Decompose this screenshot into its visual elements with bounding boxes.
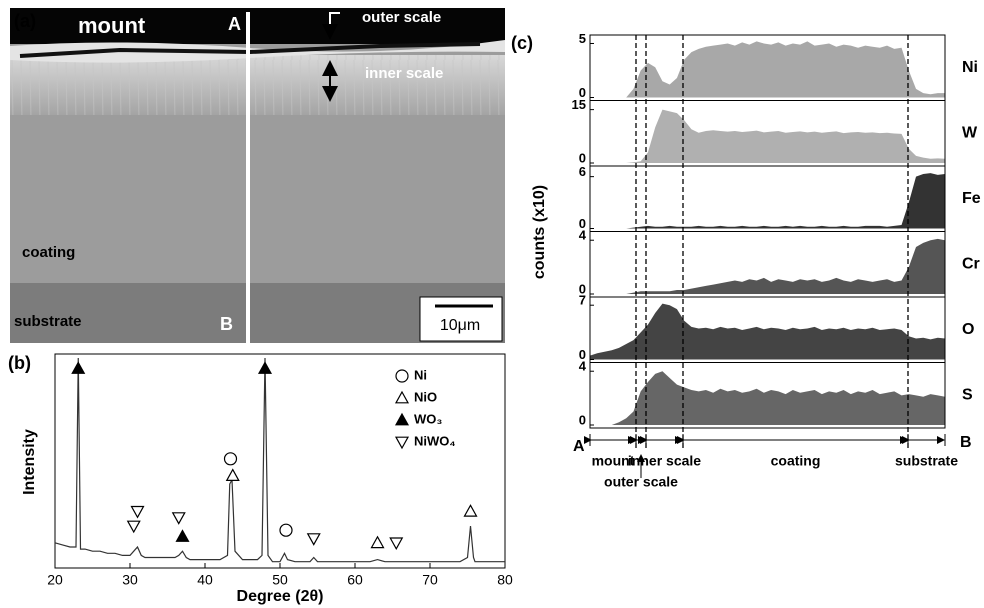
marker <box>171 512 186 525</box>
x-tick-label: 30 <box>122 572 138 588</box>
marker <box>389 537 404 551</box>
profile <box>590 371 945 425</box>
y-tick-label: 0 <box>579 347 586 362</box>
point-label: B <box>220 314 233 334</box>
marker <box>223 452 238 466</box>
legend-label: NiO <box>414 389 437 404</box>
x-tick-label: 40 <box>197 572 213 588</box>
region-label: inner scale <box>628 453 701 469</box>
legend-symbol <box>395 369 409 383</box>
y-tick-label: 7 <box>579 293 586 308</box>
legend-label: WO₃ <box>414 411 442 426</box>
profile <box>590 173 945 229</box>
marker <box>370 535 385 549</box>
spectrum <box>54 357 505 563</box>
y-tick-label: 6 <box>579 164 586 179</box>
point-label: A <box>573 438 585 455</box>
legend-symbol <box>394 390 410 404</box>
y-tick-label: 5 <box>579 31 586 46</box>
profile <box>590 41 945 98</box>
marker <box>130 505 145 519</box>
point-label: B <box>960 434 972 451</box>
region-label: substrate <box>895 453 958 469</box>
x-tick-label: 80 <box>497 572 513 588</box>
region-label: coating <box>771 453 821 469</box>
substrate-label: substrate <box>14 313 82 330</box>
y-tick-label: 15 <box>572 97 586 112</box>
x-axis-label: Degree (2θ) <box>237 588 324 605</box>
profile <box>590 109 945 163</box>
plot-frame <box>54 353 506 569</box>
y-tick-label: 4 <box>579 359 587 374</box>
outer-arrow <box>322 12 340 40</box>
region-label: outer scale <box>604 474 678 490</box>
point-label: A <box>228 14 241 34</box>
legend-symbol <box>394 436 410 450</box>
y-tick-label: 4 <box>579 228 587 243</box>
profile <box>590 238 945 294</box>
legend-label: Ni <box>414 367 427 382</box>
marker <box>279 523 293 537</box>
marker <box>71 361 86 374</box>
y-axis-label: Intensity <box>21 429 38 495</box>
element-label: Fe <box>962 190 981 207</box>
y-tick-label: 0 <box>579 150 586 165</box>
legend-label: NiWO₄ <box>414 433 456 448</box>
legend-symbol <box>394 412 410 426</box>
panel-label: (a) <box>14 11 36 31</box>
y-tick-label: 0 <box>579 216 586 231</box>
scale-bar-label: 10μm <box>440 317 480 334</box>
x-tick-label: 20 <box>47 572 63 588</box>
micrograph: (a) mount A outer scale inner scale coat… <box>10 8 505 343</box>
y-tick-label: 0 <box>579 281 586 296</box>
marker <box>306 533 321 546</box>
mount-region <box>10 8 505 44</box>
panel-label: (b) <box>8 353 31 373</box>
element-label: S <box>962 386 973 403</box>
element-label: O <box>962 321 974 338</box>
marker <box>175 529 190 542</box>
marker <box>126 520 141 534</box>
y-tick-label: 0 <box>579 412 586 427</box>
x-tick-label: 50 <box>272 572 288 588</box>
outer-scale-label: outer scale <box>362 9 441 26</box>
element-label: Ni <box>962 59 978 76</box>
panel-frame <box>589 165 946 232</box>
coating-label: coating <box>22 244 75 261</box>
inner-texture <box>10 55 505 115</box>
profile <box>590 303 945 360</box>
x-tick-label: 60 <box>347 572 363 588</box>
element-label: W <box>962 124 978 141</box>
mount-label: mount <box>78 13 146 38</box>
x-tick-label: 70 <box>422 572 438 588</box>
panel-label: (c) <box>511 33 533 53</box>
marker <box>257 361 273 374</box>
y-tick-label: 0 <box>579 85 586 100</box>
region-label: mount <box>592 453 635 469</box>
y-axis-label: counts (x10) <box>531 185 548 279</box>
inner-scale-label: inner scale <box>365 65 443 82</box>
marker <box>225 468 240 481</box>
element-label: Cr <box>962 255 980 272</box>
panel-frame <box>589 362 946 429</box>
marker <box>463 504 478 517</box>
scale-bar-box <box>419 296 503 342</box>
